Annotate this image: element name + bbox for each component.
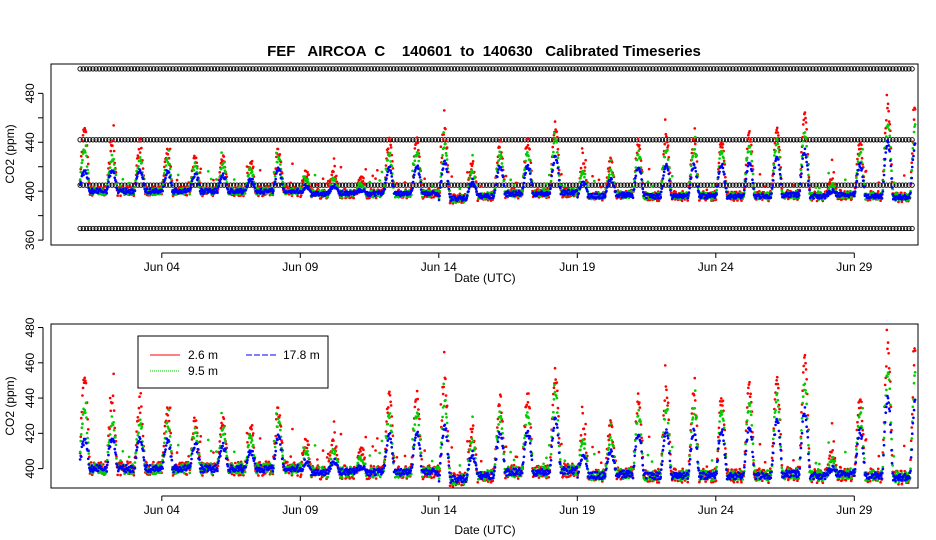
legend-label-17-8m: 17.8 m xyxy=(283,348,320,362)
bottom-x-tick-label: Jun 04 xyxy=(144,503,180,517)
top-y-axis-label: CO2 (ppm) xyxy=(3,124,17,183)
top-x-axis: Jun 04 Jun 09 Jun 14 Jun 19 Jun 24 Jun 29 xyxy=(144,252,873,274)
bottom-panel-frame xyxy=(50,323,919,489)
bottom-x-tick-label: Jun 09 xyxy=(282,503,318,517)
bottom-y-axis: 400 420 440 460 480 xyxy=(23,317,44,479)
bottom-x-tick-label: Jun 29 xyxy=(836,503,872,517)
top-x-tick-label: Jun 19 xyxy=(559,260,595,274)
bottom-y-axis-label: CO2 (ppm) xyxy=(3,376,17,435)
top-y-axis: 360 400 440 480 xyxy=(23,83,44,250)
bottom-y-tick-label: 440 xyxy=(23,388,37,408)
top-x-axis-label: Date (UTC) xyxy=(454,271,515,285)
bottom-y-tick-label: 480 xyxy=(23,317,37,337)
top-y-tick-label: 440 xyxy=(23,132,37,152)
top-y-tick-label: 480 xyxy=(23,83,37,103)
bottom-y-tick-label: 460 xyxy=(23,352,37,372)
calibration-band-standard-4 xyxy=(77,66,915,72)
top-calibration-bands xyxy=(77,66,915,232)
top-x-tick-label: Jun 04 xyxy=(144,260,180,274)
top-x-tick-label: Jun 09 xyxy=(282,260,318,274)
bottom-panel-data xyxy=(78,328,917,488)
bottom-series-17-8m xyxy=(78,394,917,484)
bottom-y-tick-label: 420 xyxy=(23,423,37,443)
top-x-tick-label: Jun 24 xyxy=(698,260,734,274)
top-panel-frame xyxy=(50,63,919,246)
top-y-tick-label: 400 xyxy=(23,181,37,201)
bottom-x-tick-label: Jun 24 xyxy=(698,503,734,517)
bottom-y-tick-label: 400 xyxy=(23,458,37,478)
top-panel-data xyxy=(77,66,917,232)
top-y-tick-label: 360 xyxy=(23,230,37,250)
top-series-17-8m xyxy=(78,139,917,203)
calibration-band-standard-1 xyxy=(77,225,915,232)
calibration-band-standard-3 xyxy=(77,137,915,143)
bottom-x-tick-label: Jun 19 xyxy=(559,503,595,517)
bottom-panel: 400 420 440 460 480 Jun 04 Jun 09 Jun 14 Jun 19… xyxy=(3,317,919,537)
bottom-x-axis-label: Date (UTC) xyxy=(454,523,515,537)
bottom-x-axis: Jun 04 Jun 09 Jun 14 Jun 19 Jun 24 Jun 29 xyxy=(144,495,873,517)
top-x-tick-label: Jun 29 xyxy=(836,260,872,274)
legend-box xyxy=(137,335,329,389)
legend-label-2-6m: 2.6 m xyxy=(188,348,218,362)
legend-label-9-5m: 9.5 m xyxy=(188,364,218,378)
chart-title: FEF AIRCOA C 140601 to 140630 Calibrated… xyxy=(267,43,701,60)
legend: 2.6 m 9.5 m 17.8 m xyxy=(137,335,329,389)
bottom-x-tick-label: Jun 14 xyxy=(421,503,457,517)
top-x-tick-label: Jun 14 xyxy=(421,260,457,274)
